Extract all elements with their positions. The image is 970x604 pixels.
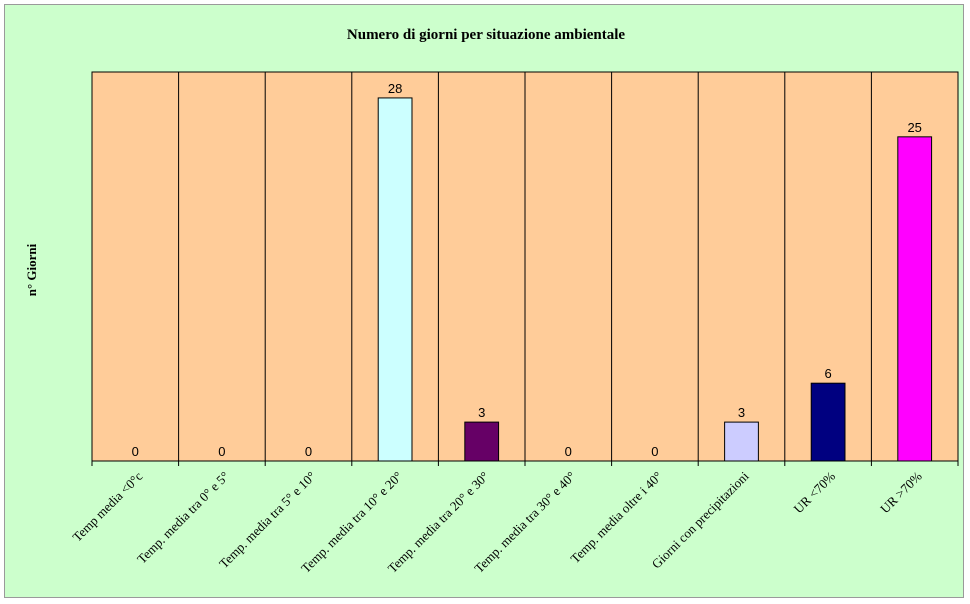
x-tick-label: Giorni con precipitazioni xyxy=(649,468,752,571)
bar xyxy=(724,421,759,462)
x-tick-label: Temp. media tra 5° e 10° xyxy=(216,469,319,572)
x-tick-label: UR <70% xyxy=(791,468,839,516)
data-label: 25 xyxy=(907,120,921,135)
x-tick-label: UR >70% xyxy=(877,468,925,516)
data-label: 28 xyxy=(388,81,402,96)
data-label: 6 xyxy=(824,366,831,381)
category-dividers xyxy=(178,72,872,461)
chart-frame: Numero di giorni per situazione ambienta… xyxy=(4,4,964,598)
chart-title: Numero di giorni per situazione ambienta… xyxy=(347,27,626,43)
data-label: 0 xyxy=(305,444,312,459)
data-label: 3 xyxy=(738,405,745,420)
x-tick-label: Temp. media tra 0° e 5° xyxy=(134,469,232,567)
y-axis-label: n° Giorni xyxy=(24,243,39,296)
bar xyxy=(464,421,500,462)
x-tick-label: Temp media <0°c xyxy=(69,468,145,544)
bar-chart: Numero di giorni per situazione ambienta… xyxy=(24,27,959,576)
bars xyxy=(377,97,933,462)
bar xyxy=(897,136,933,462)
x-tick-label: Temp. media tra 30° e 40° xyxy=(471,469,578,576)
x-ticks xyxy=(91,461,959,466)
x-tick-label: Temp. media oltre i 40° xyxy=(567,469,665,567)
bar xyxy=(810,382,846,462)
data-label: 0 xyxy=(565,444,572,459)
data-label: 3 xyxy=(478,405,485,420)
data-label: 0 xyxy=(132,444,139,459)
data-label: 0 xyxy=(651,444,658,459)
data-label: 0 xyxy=(218,444,225,459)
bar xyxy=(377,97,413,462)
data-labels: 0 0 0 28 3 0 0 3 6 25 xyxy=(132,81,922,459)
